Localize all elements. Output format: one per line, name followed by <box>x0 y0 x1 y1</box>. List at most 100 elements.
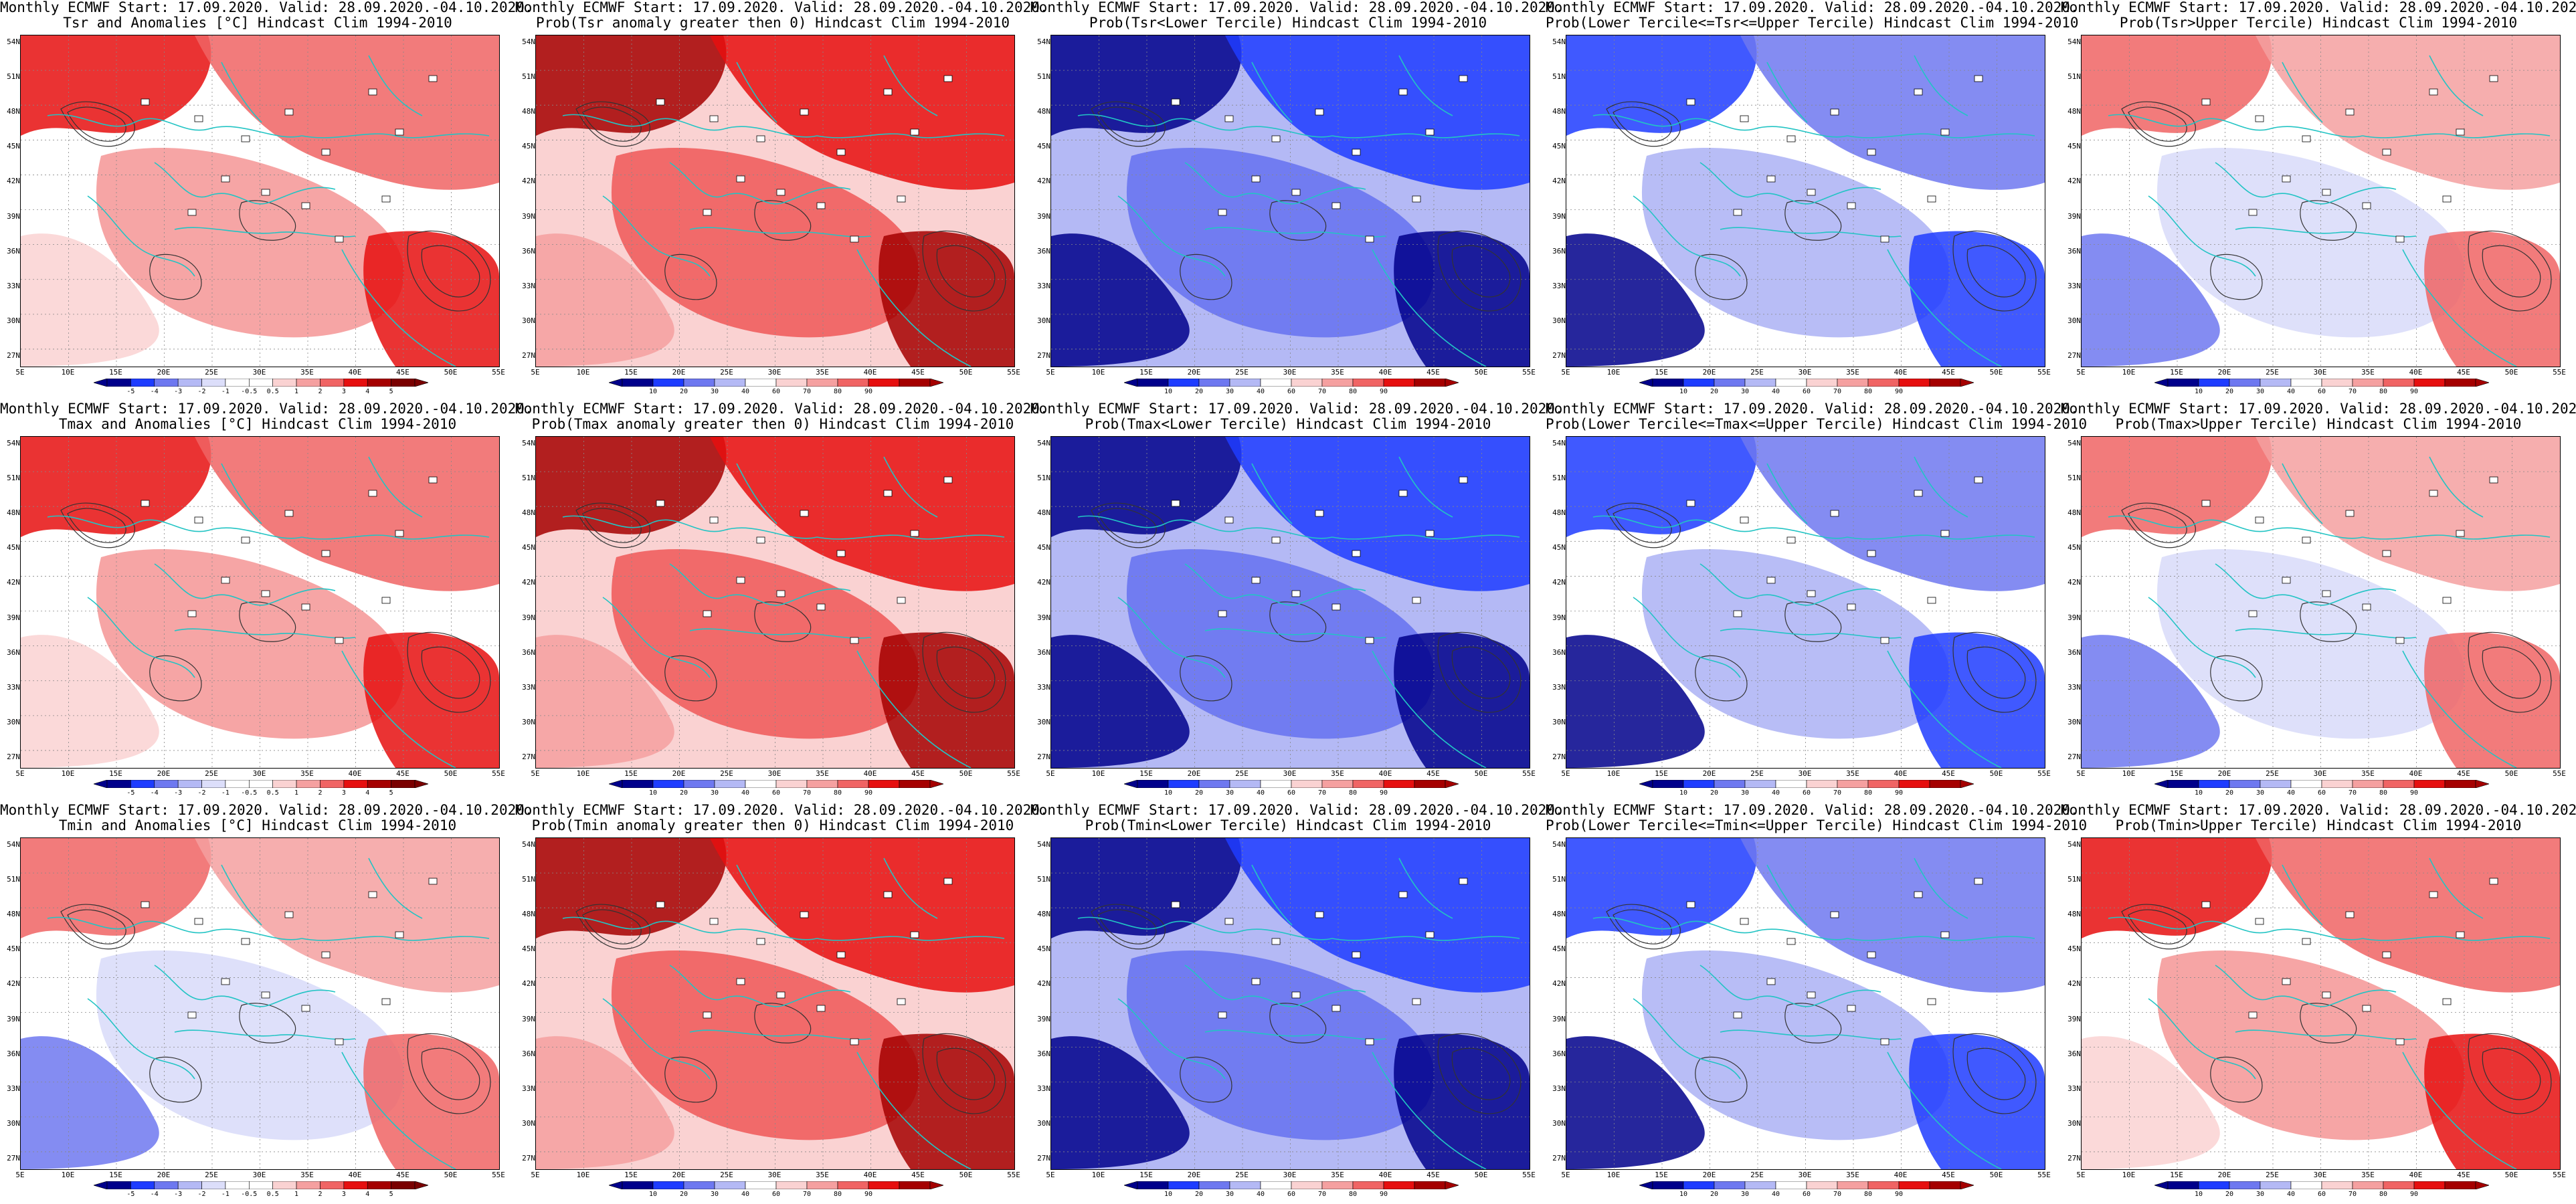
lon-tick-label: 20E <box>1702 368 1716 377</box>
map-svg <box>536 838 1014 1169</box>
lat-tick-label: 42N <box>2067 979 2081 989</box>
colorbar-segment <box>1837 379 1869 387</box>
station-marker <box>709 115 719 122</box>
lon-tick-label: 20E <box>1187 368 1201 377</box>
shaded-region <box>1909 632 2045 768</box>
colorbar-tick-label: 60 <box>1802 388 1811 395</box>
colorbar-segment <box>320 1181 345 1189</box>
map-area <box>20 436 500 769</box>
terrain-contour <box>149 1056 202 1103</box>
station-marker <box>850 235 859 243</box>
station-marker <box>800 510 809 517</box>
lon-tick-label: 5E <box>15 368 25 377</box>
lon-tick-label: 35E <box>300 769 314 778</box>
station-marker <box>187 610 197 617</box>
colorbar-segment <box>2198 379 2230 387</box>
colorbar-segment <box>2167 780 2199 788</box>
colorbar-tick-label: 10 <box>1679 789 1688 797</box>
station-marker <box>2201 98 2211 106</box>
panel-title-line1: Monthly ECMWF Start: 17.09.2020. Valid: … <box>1546 802 2079 818</box>
station-marker <box>1786 536 1796 544</box>
terrain-contour <box>922 1033 1006 1114</box>
lat-tick-label: 48N <box>7 508 20 518</box>
panel-title-line2: Prob(Tsr anomaly greater then 0) Hindcas… <box>535 15 1010 31</box>
colorbar-segment <box>2413 780 2446 788</box>
lon-tick-label: 45E <box>2457 769 2470 778</box>
map-svg <box>21 838 499 1169</box>
colorbar-tick-label: -4 <box>150 1191 159 1198</box>
colorbar-tick-label: 60 <box>1287 789 1296 797</box>
colorbar-tick-label: 3 <box>341 789 346 797</box>
map-panel: Monthly ECMWF Start: 17.09.2020. Valid: … <box>1030 803 1564 1204</box>
colorbar-segment <box>1260 780 1292 788</box>
colorbar-tick-label: 10 <box>1679 1191 1688 1198</box>
colorbar-segment <box>1414 379 1446 387</box>
terrain-contour <box>664 655 717 702</box>
shaded-region <box>1566 635 1705 768</box>
lat-tick-label: 39N <box>522 1014 535 1023</box>
lat-tick-label: 33N <box>2067 682 2081 692</box>
colorbar-tick-label: 0.5 <box>266 1191 279 1198</box>
colorbar-segment <box>343 1181 368 1189</box>
colorbar-tick-label: 70 <box>2348 388 2357 395</box>
map-area <box>1050 837 1530 1170</box>
lat-tick-label: 42N <box>1037 979 1050 989</box>
station-marker <box>395 128 404 136</box>
lon-tick-label: 5E <box>2076 368 2086 377</box>
terrain-contour <box>421 1047 480 1100</box>
lon-tick-label: 30E <box>252 769 266 778</box>
station-marker <box>1251 175 1261 183</box>
colorbar <box>1124 379 1459 387</box>
lon-tick-label: 35E <box>1846 368 1859 377</box>
station-marker <box>141 98 150 106</box>
station-marker <box>1271 536 1281 544</box>
station-marker <box>1786 938 1796 945</box>
lat-tick-label: 33N <box>1552 281 1566 290</box>
lat-tick-label: 54N <box>1037 439 1050 447</box>
station-marker <box>1914 891 1923 898</box>
shaded-region <box>1051 635 1190 768</box>
colorbar-segment <box>1714 1181 1746 1189</box>
lon-tick-label: 35E <box>816 368 829 377</box>
map-panel: Monthly ECMWF Start: 17.09.2020. Valid: … <box>1546 802 2087 1204</box>
station-marker <box>381 998 391 1005</box>
lat-tick-label: 54N <box>1552 37 1566 46</box>
map-panel: Monthly ECMWF Start: 17.09.2020. Valid: … <box>515 803 1048 1204</box>
shaded-region <box>1740 838 2045 993</box>
coastline-border <box>1331 133 1520 138</box>
lon-tick-label: 35E <box>816 769 829 778</box>
colorbar-segment <box>1260 1181 1292 1189</box>
lon-tick-label: 35E <box>2361 1171 2375 1179</box>
station-marker <box>1880 637 1890 644</box>
terrain-contour <box>407 631 491 713</box>
colorbar-low-end <box>1124 1181 1138 1189</box>
shaded-region <box>536 1036 674 1169</box>
station-marker <box>1425 931 1435 938</box>
colorbar-segment <box>1775 1181 1807 1189</box>
shaded-region <box>1126 148 1435 338</box>
lat-tick-label: 45N <box>1552 142 1566 151</box>
terrain-contour <box>1613 508 1672 543</box>
station-marker <box>1847 603 1856 611</box>
lat-tick-label: 48N <box>522 910 535 919</box>
map-svg <box>21 437 499 768</box>
terrain-contour <box>2468 631 2552 713</box>
terrain-contour <box>1784 200 1842 241</box>
lat-tick-label: 36N <box>2067 246 2081 256</box>
lon-tick-label: 50E <box>959 368 973 377</box>
station-marker <box>1786 135 1796 142</box>
shaded-region <box>611 549 919 739</box>
terrain-contour <box>1606 502 1681 548</box>
lon-tick-label: 20E <box>1187 769 1201 778</box>
colorbar-segment <box>2383 1181 2415 1189</box>
station-marker <box>756 938 765 945</box>
lon-tick-label: 50E <box>1989 1171 2003 1179</box>
map-svg <box>536 35 1014 367</box>
station-marker <box>1331 603 1341 611</box>
colorbar-segment <box>1352 1181 1384 1189</box>
terrain-contour <box>1451 245 1511 298</box>
terrain-contour <box>1952 230 2037 312</box>
station-marker <box>2395 637 2405 644</box>
lat-tick-label: 30N <box>522 316 535 325</box>
lon-tick-label: 45E <box>911 1171 925 1179</box>
